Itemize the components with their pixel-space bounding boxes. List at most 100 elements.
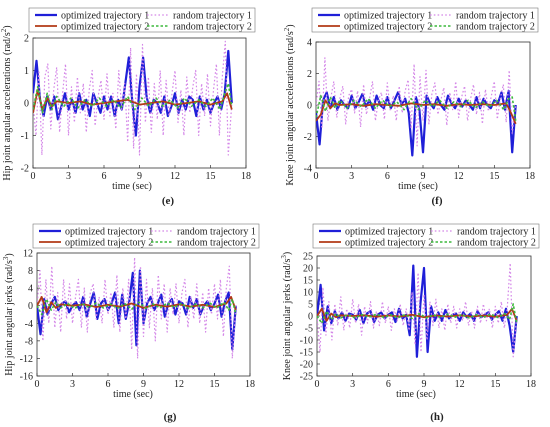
x-tick-label: 9 — [421, 171, 426, 182]
legend-label: optimized trajectory 1 — [61, 11, 149, 22]
x-tick-label: 6 — [102, 171, 107, 182]
y-tick-label: 0 — [28, 301, 33, 312]
x-tick-label: 6 — [385, 171, 390, 182]
legend: optimized trajectory 1 random trajectory … — [28, 7, 256, 33]
legend-label: random trajectory 2 — [457, 238, 536, 249]
y-tick-label: 8 — [28, 266, 33, 277]
y-tick-label: 2 — [24, 34, 29, 45]
legend-label: random trajectory 1 — [173, 11, 252, 22]
legend-box — [312, 223, 540, 249]
y-tick-label: 5 — [308, 300, 313, 311]
series-line-2 — [37, 256, 237, 359]
x-tick-label: 12 — [170, 171, 180, 182]
legend-box — [28, 7, 256, 33]
x-tick-label: 3 — [66, 171, 71, 182]
y-tick-label: -25 — [300, 372, 313, 383]
x-tick-label: 15 — [206, 171, 216, 182]
chart-panel-h: 0 3 6 9 12 15 18-25-20-15-10-50510152025optimi… — [280, 223, 540, 423]
y-tick-label: 10 — [303, 288, 313, 299]
x-tick-label: 15 — [210, 379, 220, 390]
y-tick-label: -10 — [300, 336, 313, 347]
series-group — [33, 40, 233, 156]
x-tick-label: 15 — [490, 379, 500, 390]
x-axis-label: time (sec) — [112, 181, 152, 192]
series-line-3 — [316, 99, 517, 125]
legend-label: optimized trajectory 1 — [65, 227, 153, 238]
y-tick-label: -15 — [300, 348, 313, 359]
y-axis-label: Hip joint angular accelerations (rad/s2) — [0, 25, 13, 180]
y-tick-label: 0 — [307, 101, 312, 112]
legend: optimized trajectory 1 random trajectory … — [311, 7, 539, 33]
chart-panel-f: 0 3 6 9 12 15 18 -4 -2 0 2 4 optimized trajectory 1 r… — [283, 7, 539, 207]
legend: optimized trajectory 1 random trajectory … — [312, 223, 540, 249]
x-tick-label: 9 — [422, 379, 427, 390]
x-tick-label: 9 — [141, 379, 146, 390]
legend-box — [311, 7, 539, 33]
y-tick-label: -16 — [20, 372, 33, 383]
x-axis-label: time (sec) — [113, 389, 153, 400]
x-axis-label: time (sec) — [398, 181, 438, 192]
x-tick-label: 18 — [241, 171, 251, 182]
y-tick-label: 20 — [303, 264, 313, 275]
x-tick-label: 3 — [70, 379, 75, 390]
y-tick-label: -5 — [305, 324, 313, 335]
panel-label: (e) — [162, 195, 175, 207]
x-tick-label: 6 — [386, 379, 391, 390]
series-line-3 — [317, 307, 518, 322]
legend-label: random trajectory 2 — [456, 22, 535, 33]
legend-box — [32, 223, 260, 249]
legend-label: optimized trajectory 2 — [345, 238, 433, 249]
series-line-2 — [317, 262, 518, 358]
legend-label: optimized trajectory 1 — [344, 11, 432, 22]
y-tick-label: 25 — [303, 252, 313, 263]
panel-label: (h) — [430, 411, 444, 423]
series-group — [37, 256, 237, 359]
series-group — [316, 57, 517, 157]
x-tick-label: 0 — [314, 171, 319, 182]
legend-label: optimized trajectory 1 — [345, 227, 433, 238]
y-tick-label: -12 — [20, 354, 33, 365]
y-axis-label: Knee joint angular accelerations (rad/s2… — [283, 24, 296, 185]
series-line-4 — [37, 298, 237, 316]
legend-label: optimized trajectory 2 — [61, 22, 149, 33]
y-tick-label: 0 — [24, 99, 29, 110]
series-line-2 — [33, 40, 233, 156]
x-tick-label: 12 — [454, 171, 464, 182]
y-tick-label: 4 — [28, 284, 33, 295]
y-tick-label: -4 — [25, 319, 33, 330]
x-tick-label: 3 — [350, 379, 355, 390]
y-tick-label: 15 — [303, 276, 313, 287]
panel-label: (g) — [164, 411, 177, 423]
y-axis-label: Hip joint angular jerks (rad/s3) — [2, 253, 15, 375]
x-tick-label: 0 — [315, 379, 320, 390]
legend-label: optimized trajectory 2 — [65, 238, 153, 249]
x-tick-label: 15 — [489, 171, 499, 182]
x-tick-label: 0 — [35, 379, 40, 390]
legend-label: optimized trajectory 2 — [344, 22, 432, 33]
legend-label: random trajectory 1 — [177, 227, 256, 238]
y-tick-label: -8 — [25, 336, 33, 347]
y-axis-label: Knee joint angular jerks (rad/s3) — [280, 252, 293, 380]
legend-label: random trajectory 1 — [457, 227, 536, 238]
x-tick-label: 12 — [174, 379, 184, 390]
legend-label: random trajectory 1 — [456, 11, 535, 22]
x-tick-label: 18 — [525, 171, 535, 182]
legend-label: random trajectory 2 — [173, 22, 252, 33]
x-tick-label: 18 — [526, 379, 536, 390]
legend: optimized trajectory 1 random trajectory … — [32, 223, 260, 249]
panel-label: (f) — [432, 195, 443, 207]
legend-label: random trajectory 2 — [177, 238, 256, 249]
y-tick-label: 12 — [23, 249, 33, 260]
y-tick-label: 0 — [308, 312, 313, 323]
x-axis-label: time (sec) — [396, 389, 436, 400]
series-line-4 — [316, 94, 517, 121]
series-line-4 — [317, 303, 518, 324]
x-tick-label: 0 — [31, 171, 36, 182]
y-tick-label: -2 — [304, 132, 312, 143]
y-tick-label: -2 — [21, 164, 29, 175]
series-group — [317, 262, 518, 358]
y-tick-label: 4 — [307, 38, 312, 49]
